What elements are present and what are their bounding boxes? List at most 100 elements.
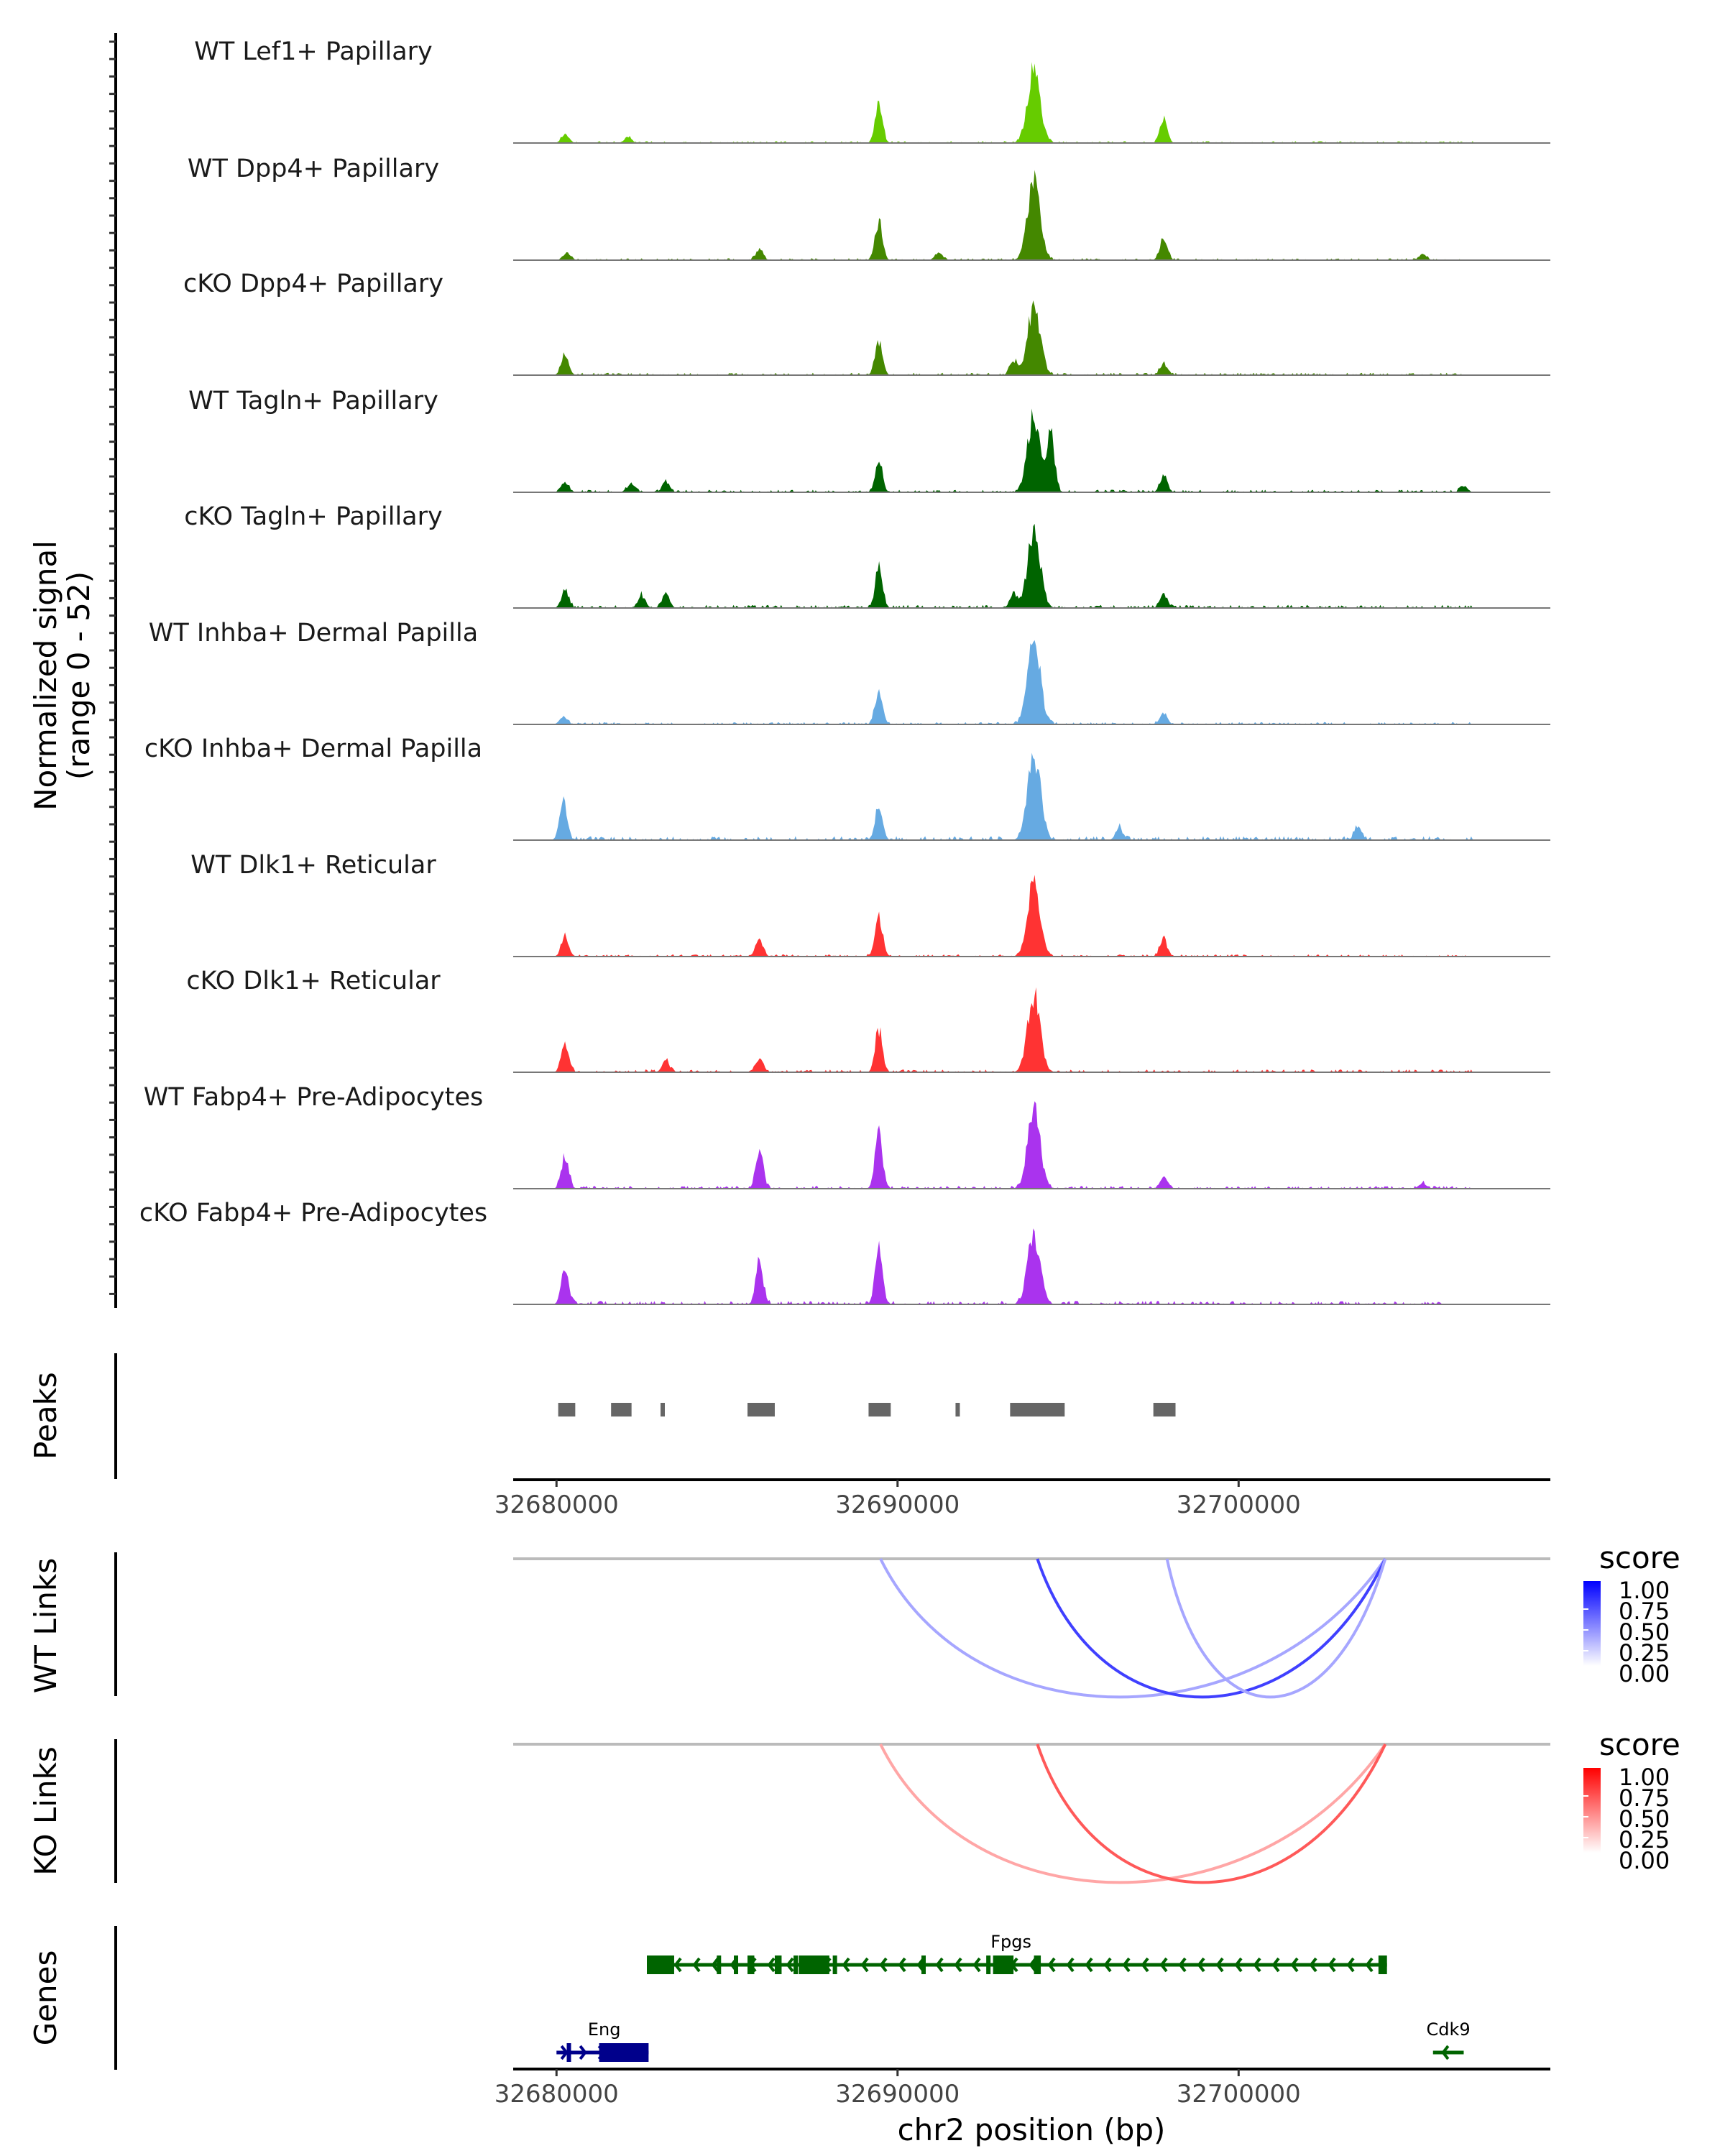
track-label: WT Fabp4+ Pre-Adipocytes <box>144 1083 483 1112</box>
strand-chevron-icon <box>1365 1957 1374 1973</box>
track-label: WT Tagln+ Papillary <box>188 387 438 415</box>
strand-chevron-icon <box>898 1957 906 1973</box>
legend-tick-label: 1.00 <box>1619 1764 1670 1791</box>
legend-tick-label: 0.50 <box>1619 1805 1670 1833</box>
coverage-area <box>513 300 1550 375</box>
strand-chevron-icon <box>1234 1957 1243 1973</box>
strand-chevron-icon <box>1122 1957 1131 1973</box>
track-label: cKO Fabp4+ Pre-Adipocytes <box>139 1199 487 1227</box>
legend-tick-label: 0.75 <box>1619 1784 1670 1812</box>
coverage-track: cKO Dlk1+ Reticular <box>186 967 1550 1073</box>
coverage-track: WT Dlk1+ Reticular <box>190 851 1550 957</box>
gene-exon <box>921 1955 926 1974</box>
link-arc <box>1165 1558 1387 1699</box>
coverage-area <box>513 640 1550 724</box>
strand-chevron-icon <box>1178 1957 1187 1973</box>
strand-chevron-icon <box>1197 1957 1205 1973</box>
coverage-area <box>513 62 1550 143</box>
strand-chevron-icon <box>954 1957 962 1973</box>
gene-exon <box>986 1955 991 1974</box>
strand-chevron-icon <box>1253 1957 1261 1973</box>
gene-exon <box>747 1955 755 1974</box>
coverage-track: WT Inhba+ Dermal Papilla <box>149 619 1550 725</box>
legend-colorbar <box>1583 1581 1601 1666</box>
coverage-track: WT Tagln+ Papillary <box>188 387 1550 493</box>
link-arc <box>879 1557 1386 1699</box>
link-arc <box>1036 1558 1387 1699</box>
x-tick-label: 32700000 <box>1177 1491 1301 1519</box>
track-label: cKO Dpp4+ Papillary <box>183 270 443 298</box>
strand-chevron-icon <box>1346 1957 1355 1973</box>
coverage-area <box>513 408 1550 492</box>
coverage-area <box>513 752 1550 840</box>
y-axis-label-line1: Normalized signal <box>28 540 63 811</box>
peak-region <box>1010 1403 1065 1416</box>
coverage-area <box>513 1228 1550 1304</box>
coverage-track: cKO Tagln+ Papillary <box>184 502 1550 609</box>
legend-tick-label: 0.00 <box>1619 1660 1670 1687</box>
strand-chevron-icon <box>673 1957 682 1973</box>
strand-chevron-icon <box>842 1957 850 1973</box>
strand-chevron-icon <box>1271 1957 1280 1973</box>
legend-title: score <box>1599 1727 1680 1762</box>
legend-title: score <box>1599 1540 1680 1575</box>
strand-chevron-icon <box>1441 2045 1450 2060</box>
x-axis-label: chr2 position (bp) <box>898 2112 1166 2147</box>
gene-exon <box>1034 1955 1041 1974</box>
strand-chevron-icon <box>579 2045 587 2060</box>
gene-model: Fpgs <box>647 1932 1387 1974</box>
strand-chevron-icon <box>1066 1957 1075 1973</box>
gene-exon <box>799 1955 829 1974</box>
strand-chevron-icon <box>1159 1957 1168 1973</box>
links-track <box>513 1557 1550 1699</box>
peak-region <box>660 1403 665 1416</box>
gene-exon <box>717 1955 722 1974</box>
strand-chevron-icon <box>560 2045 569 2060</box>
strand-chevron-icon <box>1047 1957 1056 1973</box>
strand-chevron-icon <box>972 1957 981 1973</box>
gene-exon <box>734 1955 739 1974</box>
gene-exon <box>647 1955 674 1974</box>
coverage-track: cKO Inhba+ Dermal Papilla <box>144 734 1550 841</box>
gene-exon <box>794 1955 799 1974</box>
gene-model: Cdk9 <box>1427 2019 1471 2060</box>
strand-chevron-icon <box>1085 1957 1093 1973</box>
legend-tick-label: 0.50 <box>1619 1618 1670 1646</box>
peak-region <box>955 1403 960 1416</box>
x-tick-label: 32680000 <box>494 2080 619 2109</box>
peak-region <box>558 1403 576 1416</box>
gene-exon <box>566 2043 571 2062</box>
track-label: cKO Dlk1+ Reticular <box>186 967 441 995</box>
x-tick-label: 32680000 <box>494 1491 619 1519</box>
strand-chevron-icon <box>860 1957 869 1973</box>
legend-tick-label: 0.25 <box>1619 1826 1670 1853</box>
coverage-area <box>513 170 1550 260</box>
gene-name-label: Fpgs <box>990 1932 1031 1952</box>
gene-exon <box>1378 1955 1387 1974</box>
peak-region <box>747 1403 775 1416</box>
link-arc <box>879 1743 1386 1884</box>
strand-chevron-icon <box>1103 1957 1112 1973</box>
strand-chevron-icon <box>767 1957 776 1973</box>
strand-chevron-icon <box>711 1957 719 1973</box>
peak-region <box>611 1403 632 1416</box>
peak-region <box>1153 1403 1176 1416</box>
track-label: cKO Tagln+ Papillary <box>184 502 443 531</box>
strand-chevron-icon <box>879 1957 888 1973</box>
coverage-track: WT Lef1+ Papillary <box>194 37 1550 144</box>
track-label: WT Dpp4+ Papillary <box>188 155 439 183</box>
legend-tick-label: 0.75 <box>1619 1598 1670 1625</box>
gene-name-label: Eng <box>588 2019 621 2040</box>
peaks-track-label: Peaks <box>28 1372 63 1460</box>
wt-links-track-label: WT Links <box>28 1558 63 1693</box>
coverage-area <box>513 875 1550 957</box>
gene-exon <box>774 1955 782 1974</box>
coverage-area <box>513 987 1550 1072</box>
ko-links-track-label: KO Links <box>28 1746 63 1876</box>
strand-chevron-icon <box>1141 1957 1149 1973</box>
coverage-track: WT Fabp4+ Pre-Adipocytes <box>144 1083 1550 1189</box>
legend-tick-label: 1.00 <box>1619 1577 1670 1604</box>
